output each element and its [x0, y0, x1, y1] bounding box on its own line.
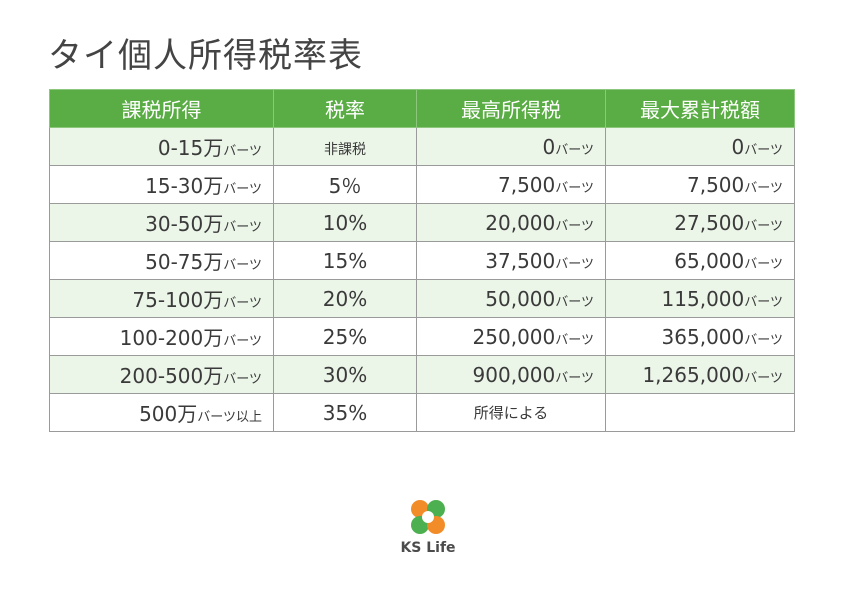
max-tax-cell: 所得による [416, 393, 606, 432]
rate-cell: 10% [273, 203, 417, 242]
rate-cell: 15% [273, 241, 417, 280]
income-cell: 100-200万バーツ [49, 317, 274, 356]
header-tax-rate: 税率 [273, 89, 417, 128]
header-taxable-income: 課税所得 [49, 89, 274, 128]
rate-cell: 30% [273, 355, 417, 394]
table-row: 200-500万バーツ 30% 900,000バーツ 1,265,000バーツ [49, 355, 795, 394]
table-row: 500万バーツ以上 35% 所得による [49, 393, 795, 432]
header-max-cumulative-tax: 最大累計税額 [605, 89, 795, 128]
max-tax-cell: 250,000バーツ [416, 317, 606, 356]
cumulative-cell: 365,000バーツ [605, 317, 795, 356]
income-cell: 50-75万バーツ [49, 241, 274, 280]
income-cell: 15-30万バーツ [49, 165, 274, 204]
income-cell: 75-100万バーツ [49, 279, 274, 318]
table-row: 30-50万バーツ 10% 20,000バーツ 27,500バーツ [49, 203, 795, 242]
max-tax-cell: 900,000バーツ [416, 355, 606, 394]
table-row: 0-15万バーツ 非課税 0バーツ 0バーツ [49, 127, 795, 166]
table-row: 50-75万バーツ 15% 37,500バーツ 65,000バーツ [49, 241, 795, 280]
rate-cell: 25% [273, 317, 417, 356]
max-tax-cell: 7,500バーツ [416, 165, 606, 204]
rate-cell: 35% [273, 393, 417, 432]
income-cell: 500万バーツ以上 [49, 393, 274, 432]
tax-rate-table: 課税所得 税率 最高所得税 最大累計税額 0-15万バーツ 非課税 0バーツ 0… [49, 89, 795, 432]
page-title: タイ個人所得税率表 [48, 36, 363, 76]
max-tax-cell: 0バーツ [416, 127, 606, 166]
income-cell: 30-50万バーツ [49, 203, 274, 242]
cumulative-cell: 65,000バーツ [605, 241, 795, 280]
cumulative-cell: 7,500バーツ [605, 165, 795, 204]
income-cell: 200-500万バーツ [49, 355, 274, 394]
max-tax-cell: 20,000バーツ [416, 203, 606, 242]
four-leaf-clover-icon [411, 500, 445, 534]
table-row: 75-100万バーツ 20% 50,000バーツ 115,000バーツ [49, 279, 795, 318]
rate-cell: 非課税 [273, 127, 417, 166]
table-row: 100-200万バーツ 25% 250,000バーツ 365,000バーツ [49, 317, 795, 356]
cumulative-cell [605, 393, 795, 432]
logo-text: KS Life [400, 540, 456, 556]
max-tax-cell: 50,000バーツ [416, 279, 606, 318]
rate-cell: 5％ [273, 165, 417, 204]
cumulative-cell: 1,265,000バーツ [605, 355, 795, 394]
table-row: 15-30万バーツ 5％ 7,500バーツ 7,500バーツ [49, 165, 795, 204]
rate-cell: 20% [273, 279, 417, 318]
cumulative-cell: 115,000バーツ [605, 279, 795, 318]
cumulative-cell: 27,500バーツ [605, 203, 795, 242]
max-tax-cell: 37,500バーツ [416, 241, 606, 280]
cumulative-cell: 0バーツ [605, 127, 795, 166]
table-header-row: 課税所得 税率 最高所得税 最大累計税額 [49, 89, 795, 128]
header-max-tax: 最高所得税 [416, 89, 606, 128]
income-cell: 0-15万バーツ [49, 127, 274, 166]
